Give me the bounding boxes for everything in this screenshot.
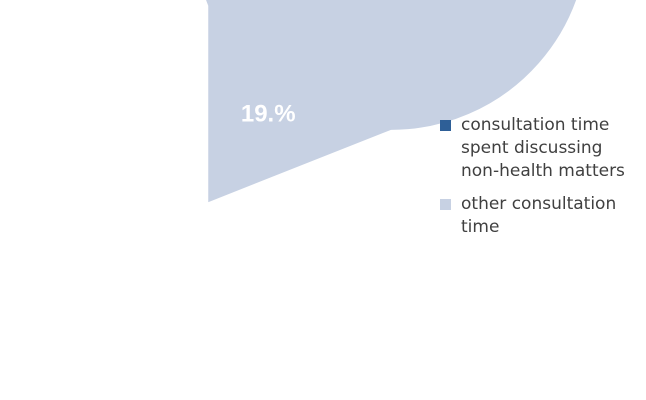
pie-slice-other-consultation-time [203, 0, 579, 206]
slice-label-non-health-matters: 19.% [241, 100, 296, 127]
legend-entry-non-health-matters: consultation time spent discussing non-h… [440, 114, 640, 183]
legend-swatch-non-health-matters [440, 120, 451, 131]
slice-label-other-consultation-time: 81.% [111, 292, 166, 319]
legend: consultation time spent discussing non-h… [440, 114, 640, 249]
legend-swatch-other-consultation-time [440, 199, 451, 210]
legend-label-non-health-matters: consultation time spent discussing non-h… [461, 115, 625, 181]
legend-label-other-consultation-time: other consultation time [461, 194, 617, 237]
legend-entry-other-consultation-time: other consultation time [440, 193, 640, 239]
